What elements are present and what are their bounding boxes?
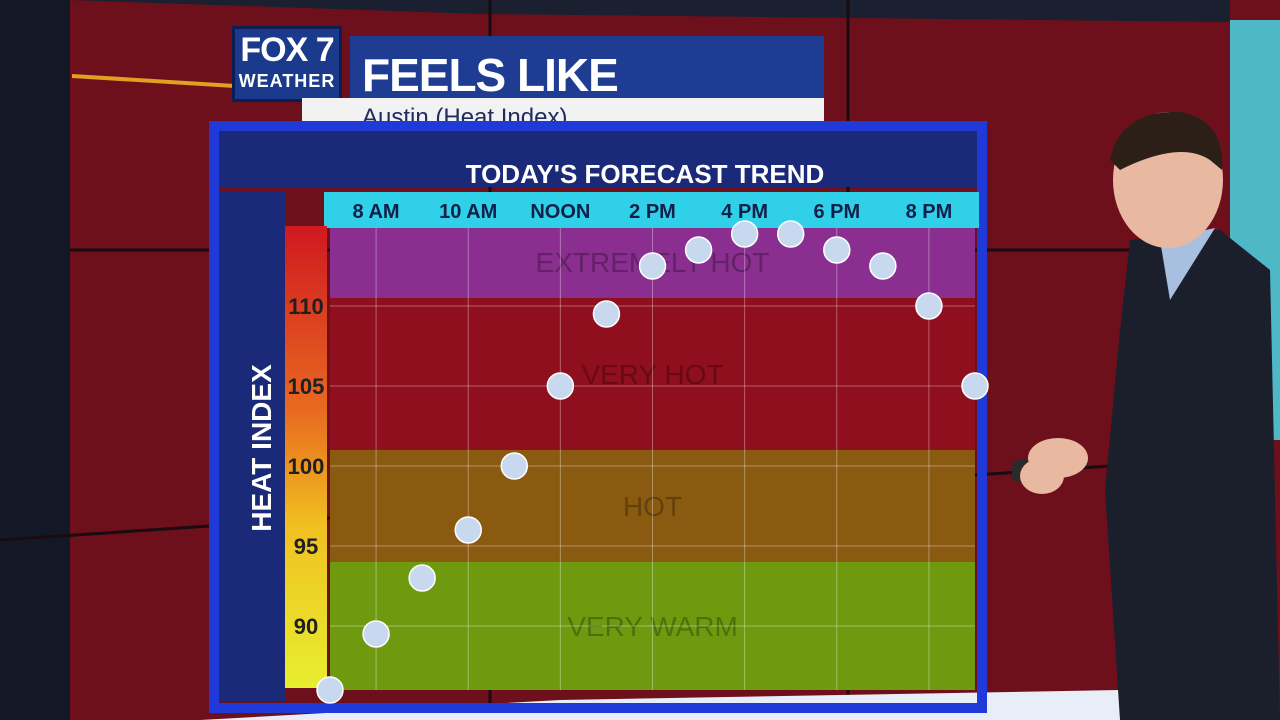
- zone-label: VERY HOT: [581, 359, 723, 390]
- data-point: [454, 516, 482, 544]
- x-tick-label: 8 AM: [353, 201, 400, 223]
- chart-title-band: [219, 131, 977, 187]
- y-tick-label: 105: [288, 374, 325, 399]
- y-axis-band: [219, 192, 285, 702]
- y-tick-label: 90: [294, 614, 318, 639]
- x-tick-label: 10 AM: [439, 201, 497, 223]
- data-point: [823, 236, 851, 264]
- x-tick-label: NOON: [530, 201, 590, 223]
- data-point: [500, 452, 529, 480]
- x-tick-label: 8 PM: [906, 201, 953, 223]
- chart-outer-frame: [209, 121, 987, 713]
- logo-sub-text: WEATHER: [238, 71, 336, 91]
- data-point: [730, 220, 759, 248]
- data-point: [362, 620, 390, 648]
- y-axis-label: HEAT INDEX: [246, 364, 277, 532]
- x-axis-band: [324, 192, 979, 228]
- left-panel: [0, 0, 70, 720]
- data-point: [869, 252, 897, 280]
- data-point: [316, 676, 344, 704]
- data-point: [592, 300, 621, 328]
- presenter-hair: [1110, 111, 1223, 170]
- x-tick-label: 6 PM: [813, 201, 860, 223]
- data-point: [776, 220, 805, 248]
- fox7-weather-logo: FOX 7 WEATHER: [232, 26, 342, 102]
- y-tick-label: 110: [288, 294, 324, 319]
- zone-label: VERY WARM: [567, 611, 738, 642]
- data-point: [961, 372, 989, 400]
- x-tick-label: 2 PM: [629, 201, 676, 223]
- x-tick-label: 4 PM: [721, 201, 768, 223]
- data-point: [684, 236, 713, 264]
- zone-band: [330, 562, 975, 690]
- heat-scale-bar: [285, 226, 327, 688]
- zone-band: [330, 450, 975, 562]
- presenter-hand: [1020, 458, 1064, 494]
- y-tick-label: 100: [288, 454, 325, 479]
- zone-band: [330, 298, 975, 450]
- presenter-body: [1105, 230, 1280, 720]
- logo-main-text: FOX 7: [240, 31, 334, 69]
- y-tick-label: 95: [294, 534, 318, 559]
- data-point: [408, 564, 436, 592]
- title-banner: FOX 7 WEATHER FEELS LIKE FORECAST Austin…: [212, 18, 826, 155]
- data-point: [638, 252, 667, 280]
- data-point: [546, 372, 575, 400]
- presenter-figure: [1012, 111, 1280, 720]
- chart-title: TODAY'S FORECAST TREND: [466, 159, 825, 189]
- data-point: [915, 292, 943, 320]
- zone-label: HOT: [623, 491, 682, 522]
- ceiling-strip: [70, 0, 1230, 22]
